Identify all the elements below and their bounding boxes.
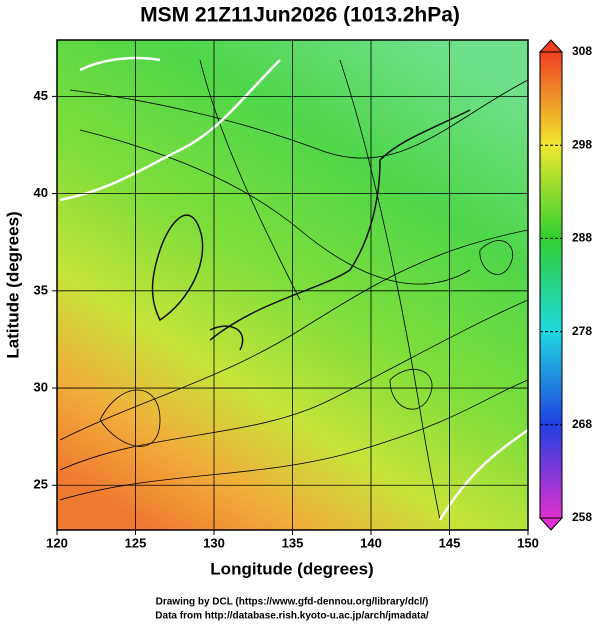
y-tick-label: 25: [34, 477, 48, 492]
colorbar-tick-label: 298: [572, 137, 592, 151]
streamline: [479, 240, 513, 275]
colorbar-tick-label: 288: [572, 231, 592, 245]
coastlines: [151, 109, 471, 351]
x-tick-label: 120: [46, 535, 68, 550]
x-tick-label: 150: [517, 535, 539, 550]
kyushu: [209, 325, 244, 351]
x-tick-label: 145: [439, 535, 461, 550]
x-tick-label: 130: [203, 535, 225, 550]
footer-line: Data from http://database.rish.kyoto-u.a…: [155, 611, 429, 622]
streamline: [99, 389, 161, 447]
streamline: [389, 369, 433, 410]
contour: [438, 428, 528, 521]
streamline: [59, 379, 528, 501]
y-tick-label: 40: [34, 185, 48, 200]
y-tick-label: 35: [34, 282, 48, 297]
contour: [79, 56, 161, 72]
contours: [59, 56, 528, 521]
contour: [59, 59, 281, 202]
streamline: [79, 129, 471, 285]
y-tick-label: 30: [34, 379, 48, 394]
streamline: [69, 79, 528, 159]
korea: [151, 214, 204, 322]
colorbar-top-arrow: [538, 39, 564, 53]
colorbar-tick-label: 278: [572, 324, 592, 338]
colorbar-tick-label: 268: [572, 417, 592, 431]
streamline: [339, 59, 441, 521]
y-tick-label: 45: [34, 88, 48, 103]
title: MSM 21Z11Jun2026 (1013.2hPa): [140, 4, 460, 27]
x-tick-label: 135: [282, 535, 304, 550]
japan: [209, 109, 471, 341]
x-axis-label: Longitude (degrees): [210, 559, 373, 578]
footer-line: Drawing by DCL (https://www.gfd-dennou.o…: [156, 597, 429, 608]
colorbar-tick-label: 258: [572, 510, 592, 524]
colorbar: [539, 51, 563, 519]
colorbar-tick-label: 308: [572, 44, 592, 58]
streamline: [199, 59, 301, 301]
x-tick-label: 140: [360, 535, 382, 550]
streamlines: [59, 59, 528, 521]
streamline: [59, 229, 528, 441]
colorbar-bottom-arrow: [538, 517, 564, 531]
y-axis-label: Latitude (degrees): [3, 211, 22, 358]
streamline: [59, 299, 528, 471]
x-tick-label: 125: [125, 535, 147, 550]
